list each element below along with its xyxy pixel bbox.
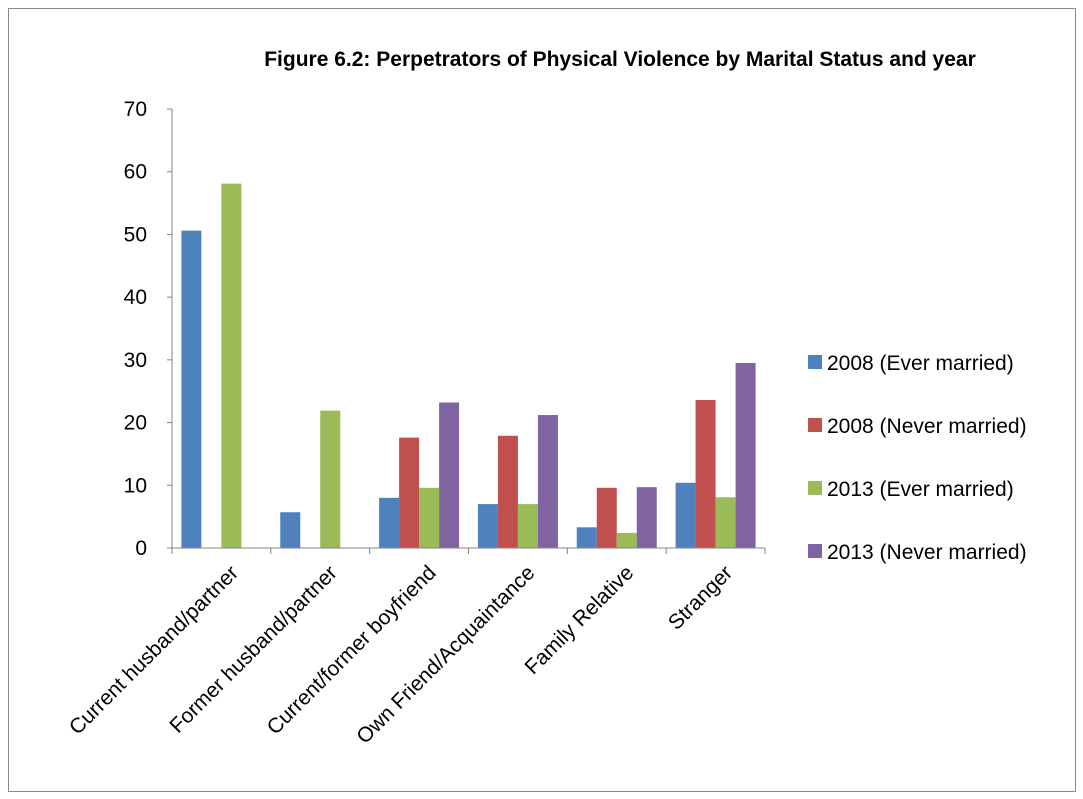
bar-1-2 [280, 512, 301, 548]
legend-label: 2008 (Never married) [827, 415, 1027, 438]
x-tick-label: Own Friend/Acquaintance [352, 561, 539, 748]
bar-1-3 [379, 497, 400, 548]
bar-2-4 [497, 435, 518, 548]
y-tick-label: 10 [124, 474, 147, 497]
bar-3-4 [517, 504, 538, 548]
y-tick-label: 50 [124, 223, 147, 246]
chart-title: Figure 6.2: Perpetrators of Physical Vio… [264, 48, 976, 71]
bar-3-3 [419, 487, 440, 548]
y-tick-label: 0 [135, 537, 147, 560]
bar-1-1 [181, 230, 202, 548]
y-tick-label: 60 [124, 161, 147, 184]
bar-3-2 [320, 410, 341, 548]
y-tick-label: 20 [124, 412, 147, 435]
bar-1-6 [675, 482, 696, 548]
bar-2-6 [695, 399, 716, 548]
legend-swatch [808, 544, 822, 558]
bar-4-4 [537, 415, 558, 548]
x-tick-label: Current husband/partner [65, 561, 243, 739]
legend-label: 2013 (Ever married) [827, 478, 1014, 501]
legend-label: 2008 (Ever married) [827, 352, 1014, 375]
bar-3-1 [221, 183, 242, 548]
bars [181, 183, 756, 548]
bar-2-3 [399, 437, 420, 548]
y-tick-label: 30 [124, 349, 147, 372]
y-tick-label: 40 [124, 286, 147, 309]
legend-swatch [808, 355, 822, 369]
x-tick-label: Current/former boyfriend [263, 561, 441, 739]
x-tick-label: Family Relative [521, 561, 639, 679]
legend: 2008 (Ever married) 2008 (Never married) 2… [808, 352, 1027, 564]
bar-4-6 [735, 362, 756, 548]
x-tick-label: Stranger [664, 561, 737, 634]
bar-3-6 [715, 497, 736, 548]
y-axis: 0 10 20 30 40 50 60 70 [124, 98, 173, 560]
legend-swatch [808, 418, 822, 432]
legend-label: 2013 (Never married) [827, 541, 1027, 564]
bar-3-5 [616, 532, 637, 548]
y-tick-label: 70 [124, 98, 147, 121]
bar-1-4 [477, 504, 498, 548]
bar-4-5 [636, 487, 657, 548]
bar-1-5 [576, 527, 597, 548]
bar-4-3 [439, 402, 460, 548]
bar-2-5 [596, 487, 617, 548]
legend-swatch [808, 481, 822, 495]
x-tick-label: Former husband/partner [165, 561, 341, 737]
